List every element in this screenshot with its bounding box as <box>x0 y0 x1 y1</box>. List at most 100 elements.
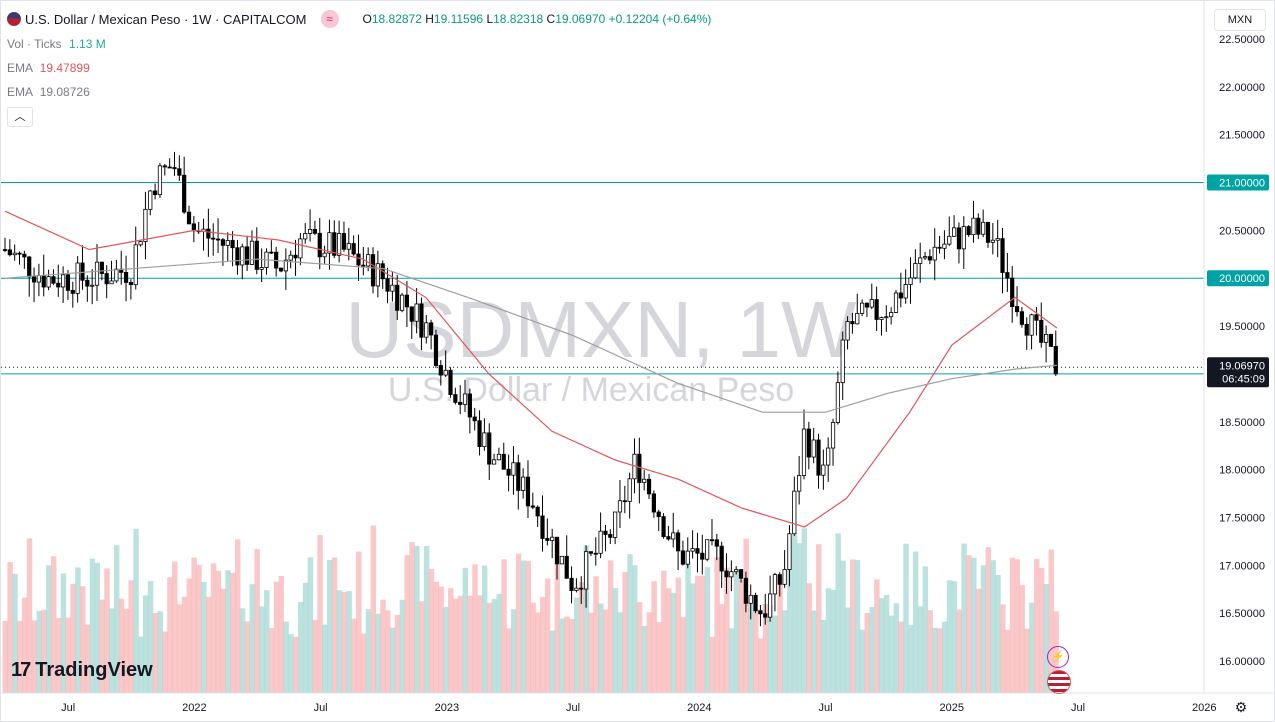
volume-bar <box>898 621 904 693</box>
volume-bar <box>685 561 691 693</box>
volume-bar <box>433 581 439 693</box>
candle-body <box>361 264 366 267</box>
ema-lines <box>4 210 1058 528</box>
volume-bar <box>65 617 71 693</box>
candle-body <box>429 322 434 336</box>
volume-bar <box>1043 584 1050 693</box>
candle-body <box>27 256 32 278</box>
volume-bar <box>665 588 672 693</box>
candle-body <box>603 530 608 535</box>
approx-icon[interactable]: ≈ <box>320 10 339 28</box>
candle-body <box>1048 334 1054 347</box>
candle-body <box>918 257 923 264</box>
candle-body <box>424 322 429 338</box>
volume-bar <box>782 610 788 693</box>
gear-icon[interactable]: ⚙ <box>1234 699 1248 715</box>
candle-body <box>627 478 632 502</box>
volume-bar <box>176 604 183 693</box>
open-label: O <box>362 12 372 26</box>
candle-body <box>613 511 618 538</box>
volume-bar <box>869 606 875 693</box>
volume-bar <box>961 543 967 693</box>
volume-bar <box>617 612 624 693</box>
tv-logo-text: TradingView <box>35 659 153 681</box>
volume-area <box>2 525 1059 693</box>
candle-body <box>332 232 337 256</box>
candle-body <box>700 552 705 560</box>
candle-body <box>80 262 85 281</box>
candle-body <box>458 401 463 405</box>
volume-bar <box>477 595 483 693</box>
candle-body <box>922 256 928 259</box>
candle-body <box>937 246 942 249</box>
horizontal-lines[interactable] <box>1 182 1204 375</box>
candle-body <box>462 393 468 405</box>
candle-body <box>143 208 148 242</box>
candle-body <box>322 252 327 258</box>
currency-button[interactable]: MXN <box>1214 9 1266 31</box>
candle-body <box>182 174 187 213</box>
volume-bar <box>205 597 212 693</box>
volume-bar <box>7 562 13 693</box>
candle-body <box>191 223 196 232</box>
volume-bar <box>874 579 880 693</box>
volume-bar <box>661 570 667 693</box>
volume-bar <box>419 601 425 693</box>
volume-bar <box>1019 585 1025 693</box>
volume-bar <box>612 588 619 693</box>
volume-bar <box>762 604 769 693</box>
volume-bar <box>496 593 502 693</box>
lightning-icon[interactable]: ⚡ <box>1047 646 1069 668</box>
volume-bar <box>472 564 478 693</box>
candle-body <box>36 274 41 283</box>
candle-body <box>685 550 690 565</box>
us-flag-icon[interactable] <box>1047 670 1071 694</box>
candle-body <box>220 239 226 246</box>
volume-bar <box>573 597 580 693</box>
volume-bar <box>728 628 735 693</box>
volume-bar <box>312 619 318 693</box>
chevron-up-icon[interactable]: ︿ <box>7 107 33 127</box>
ema-fast-legend[interactable]: EMA 19.47899 <box>7 61 90 75</box>
volume-bar <box>704 567 711 693</box>
candle-body <box>307 228 313 234</box>
volume-bar <box>888 615 895 693</box>
candle-body <box>491 459 497 465</box>
volume-bar <box>777 577 783 693</box>
candle-body <box>1005 272 1010 279</box>
volume-bar <box>235 539 241 693</box>
candle-body <box>501 453 506 470</box>
symbol-title[interactable]: U.S. Dollar / Mexican Peso · 1W · CAPITA… <box>25 11 307 27</box>
price-axis[interactable]: 22.50000 22.00000 21.50000 21.00000 20.50000… <box>1203 1 1265 693</box>
change-value: +0.12204 (+0.64%) <box>608 12 712 26</box>
tradingview-logo[interactable]: 17 TradingView <box>11 659 153 682</box>
candle-body <box>235 247 240 266</box>
volume-bar <box>143 595 149 693</box>
volume-bar <box>113 545 120 693</box>
price-tick-label: 21.50000 <box>1219 130 1265 142</box>
candle-body <box>65 274 71 291</box>
volume-bar <box>845 607 851 693</box>
ema-slow-legend[interactable]: EMA 19.08726 <box>7 85 90 99</box>
volume-bar <box>830 589 837 693</box>
volume-bar <box>743 538 749 693</box>
volume-bar <box>1009 557 1016 693</box>
candle-body <box>404 294 410 308</box>
volume-bar <box>375 613 381 693</box>
candle-body <box>1019 311 1024 325</box>
volume-bar <box>162 631 168 693</box>
time-axis[interactable]: Jul 2022 Jul 2023 Jul 2024 Jul 2025 Jul 2026 <box>1 692 1274 714</box>
candle-body <box>840 339 845 384</box>
volume-bar <box>486 603 493 693</box>
volume-legend[interactable]: Vol · Ticks 1.13 M <box>7 37 106 51</box>
volume-bar <box>598 603 604 693</box>
candle-body <box>845 321 850 341</box>
volume-bar <box>787 539 793 693</box>
volume-bar <box>167 577 173 693</box>
volume-bar <box>738 579 745 693</box>
candle-body <box>409 306 414 322</box>
volume-bar <box>588 612 594 693</box>
volume-bar <box>811 610 817 693</box>
candle-body <box>341 233 347 250</box>
